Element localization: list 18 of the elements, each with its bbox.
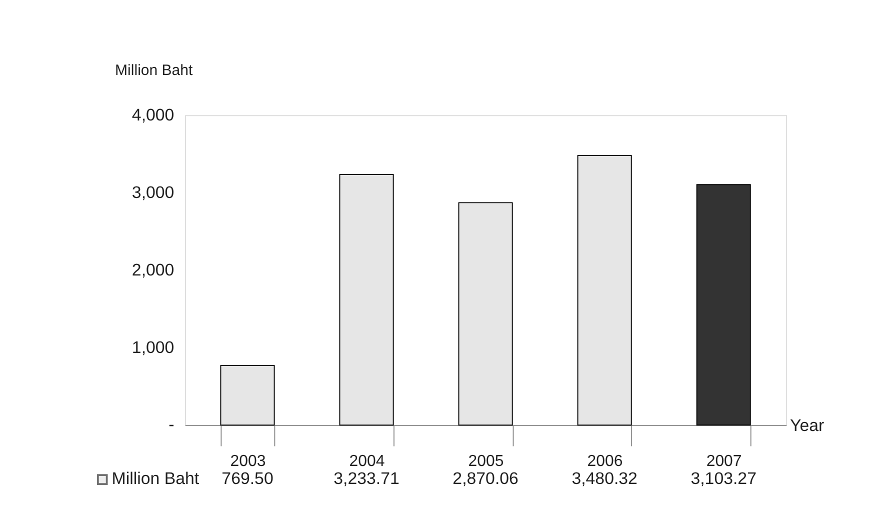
- data-label: 769.50: [222, 469, 274, 488]
- y-tick-label: 1,000: [132, 338, 174, 357]
- data-label: 2,870.06: [452, 469, 518, 488]
- data-label: 3,233.71: [334, 469, 400, 488]
- data-label: 3,103.27: [690, 469, 756, 488]
- y-tick-label: 3,000: [132, 182, 174, 202]
- y-tick-label: 4,000: [132, 105, 174, 124]
- x-tick-label: 2003: [230, 452, 266, 470]
- y-tick-label: -: [168, 415, 174, 434]
- data-label: 3,480.32: [572, 469, 638, 488]
- y-tick-label: 2,000: [132, 260, 174, 280]
- legend-label: Million Baht: [112, 469, 200, 488]
- x-axis-title: Year: [790, 416, 824, 436]
- x-tick-label: 2006: [587, 452, 623, 470]
- y-axis-title: Million Baht: [115, 62, 194, 80]
- x-tick-label: 2004: [349, 452, 385, 470]
- x-tick-label: 2005: [468, 452, 504, 470]
- x-tick-label: 2007: [706, 452, 742, 470]
